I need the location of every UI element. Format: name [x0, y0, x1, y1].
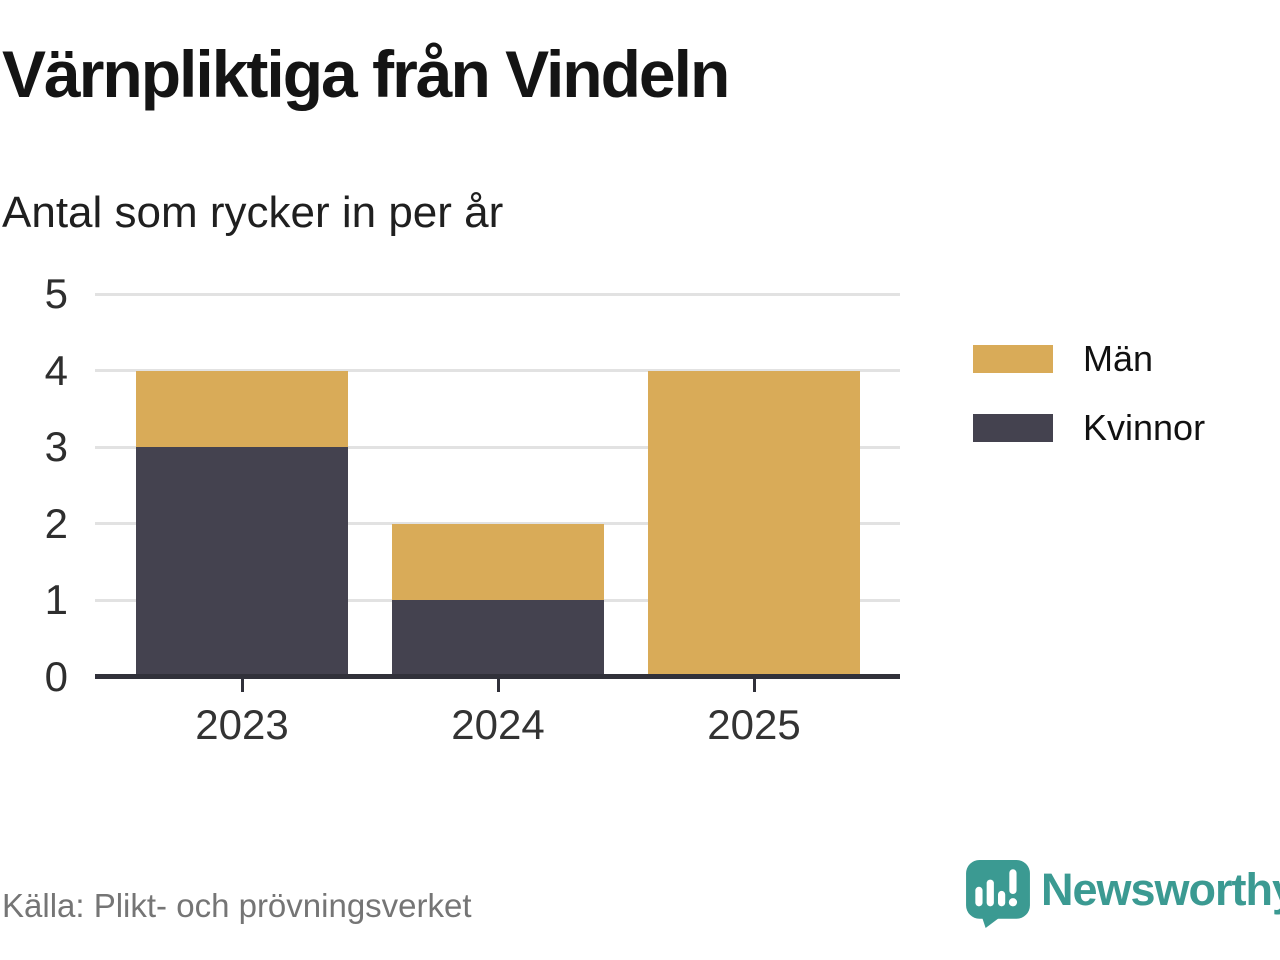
chart-subtitle: Antal som rycker in per år [2, 188, 504, 237]
x-axis-label: 2024 [451, 701, 545, 748]
x-tick [752, 679, 756, 692]
y-axis-label: 4 [44, 346, 68, 394]
x-axis-label: 2025 [707, 701, 801, 748]
legend-label: Män [1083, 338, 1154, 379]
bar-segment-män-2025 [648, 370, 860, 677]
bar-segment-kvinnor-2023 [136, 447, 348, 677]
y-axis-label: 0 [44, 653, 68, 700]
gridline [95, 445, 900, 449]
y-axis-label: 5 [44, 270, 68, 317]
bar-segment-män-2023 [136, 370, 348, 448]
y-axis: 0 1 2 3 4 5 [0, 272, 68, 699]
gridline [95, 369, 900, 373]
newsworthy-wordmark: Newsworthy [1041, 864, 1280, 915]
bar-segment-män-2024 [392, 523, 604, 601]
legend-label: Kvinnor [1083, 407, 1206, 448]
x-tick [240, 679, 244, 692]
legend-swatch [973, 345, 1053, 373]
newsworthy-logo: Newsworthy [965, 860, 1280, 928]
legend-item: Kvinnor [973, 407, 1205, 449]
gridline [95, 292, 900, 296]
x-axis-label: 2023 [195, 701, 289, 748]
newsworthy-logo-icon [966, 860, 1030, 928]
chart-title: Värnpliktiga från Vindeln [2, 37, 730, 111]
source-text: Källa: Plikt- och prövningsverket [2, 887, 472, 924]
x-axis: 2023 2024 2025 [95, 701, 900, 751]
y-axis-label: 3 [44, 423, 68, 471]
legend-swatch [973, 414, 1053, 442]
y-axis-label: 1 [44, 576, 68, 624]
plot-area [95, 292, 900, 692]
y-axis-label: 2 [44, 499, 68, 547]
legend: Män Kvinnor [973, 338, 1205, 449]
x-axis-line [95, 674, 900, 679]
bar-segment-kvinnor-2024 [392, 600, 604, 677]
legend-item: Män [973, 338, 1205, 380]
x-tick [496, 679, 500, 692]
